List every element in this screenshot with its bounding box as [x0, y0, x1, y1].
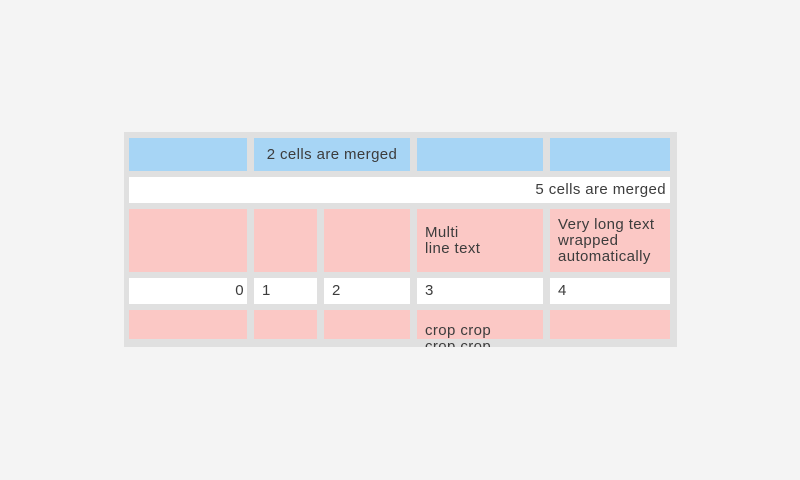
demo-table: 2 cells are merged 5 cells are merged Mu…	[124, 132, 677, 347]
table-cell-r4c2-number[interactable]: 1	[254, 278, 317, 304]
table-cell-r5c1[interactable]	[129, 310, 247, 339]
number-3-label: 3	[425, 282, 434, 299]
number-2-label: 2	[332, 282, 341, 299]
table-cell-r4c4-number[interactable]: 3	[417, 278, 543, 304]
table-cell-r2-merged5[interactable]: 5 cells are merged	[129, 177, 670, 203]
table-cell-r5c4-cropped[interactable]: crop crop crop crop	[417, 310, 543, 347]
number-4-label: 4	[558, 282, 567, 299]
table-grid: 2 cells are merged 5 cells are merged Mu…	[129, 138, 670, 347]
merged-5-cells-label: 5 cells are merged	[535, 181, 666, 198]
multi-line-text-label: Multi line text	[425, 223, 481, 257]
number-1-label: 1	[262, 282, 271, 299]
table-cell-r1c1[interactable]	[129, 138, 247, 171]
table-cell-r3c2[interactable]	[254, 209, 317, 272]
table-cell-r3c4-multiline[interactable]: Multi line text	[417, 209, 543, 272]
table-cell-r5c5[interactable]	[550, 310, 670, 339]
cropped-text-label: crop crop crop crop	[425, 322, 492, 348]
table-cell-r4c5-number[interactable]: 4	[550, 278, 670, 304]
table-cell-r4c3-number[interactable]: 2	[324, 278, 410, 304]
table-cell-r3c1[interactable]	[129, 209, 247, 272]
table-cell-r3c5-wrapped[interactable]: Very long text wrapped automatically	[550, 209, 670, 272]
table-cell-r3c3[interactable]	[324, 209, 410, 272]
number-0-label: 0	[235, 282, 244, 299]
table-cell-r1c5[interactable]	[550, 138, 670, 171]
wrapped-text-label: Very long text wrapped automatically	[558, 215, 655, 265]
table-cell-r5c3[interactable]	[324, 310, 410, 339]
table-cell-r1-merged2[interactable]: 2 cells are merged	[254, 138, 410, 171]
table-cell-r5c2[interactable]	[254, 310, 317, 339]
merged-2-cells-label: 2 cells are merged	[266, 145, 398, 163]
table-cell-r1c4[interactable]	[417, 138, 543, 171]
table-cell-r4c1-number[interactable]: 0	[129, 278, 247, 304]
